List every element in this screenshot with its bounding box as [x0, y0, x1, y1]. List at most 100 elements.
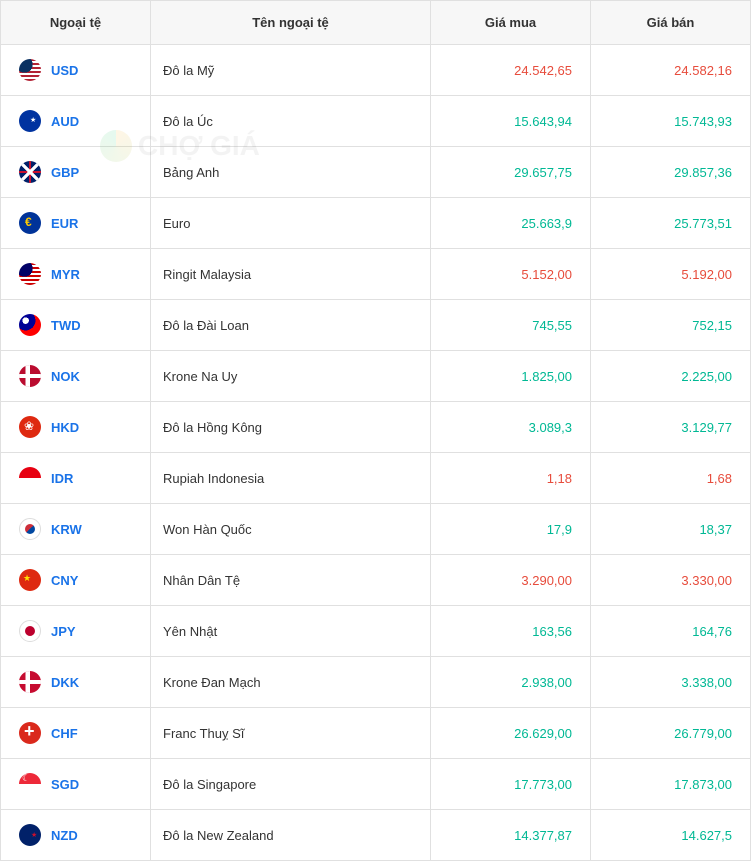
currency-name: Bảng Anh — [151, 147, 431, 198]
currency-name: Franc Thuỵ Sĩ — [151, 708, 431, 759]
currency-code-link[interactable]: SGD — [51, 777, 79, 792]
currency-name: Won Hàn Quốc — [151, 504, 431, 555]
buy-price: 14.377,87 — [431, 810, 591, 861]
currency-name: Nhân Dân Tệ — [151, 555, 431, 606]
currency-name: Đô la Úc — [151, 96, 431, 147]
sell-price: 29.857,36 — [591, 147, 751, 198]
buy-price: 15.643,94 — [431, 96, 591, 147]
header-name: Tên ngoại tệ — [151, 1, 431, 45]
table-row: TWDĐô la Đài Loan745,55752,15 — [1, 300, 751, 351]
cny-flag-icon — [19, 569, 41, 591]
currency-name: Krone Na Uy — [151, 351, 431, 402]
code-cell: TWD — [1, 300, 151, 351]
sell-price: 2.225,00 — [591, 351, 751, 402]
currency-name: Đô la Đài Loan — [151, 300, 431, 351]
sell-price: 14.627,5 — [591, 810, 751, 861]
currency-code-link[interactable]: USD — [51, 63, 78, 78]
currency-code-link[interactable]: KRW — [51, 522, 82, 537]
table-row: HKDĐô la Hồng Kông3.089,33.129,77 — [1, 402, 751, 453]
buy-price: 163,56 — [431, 606, 591, 657]
currency-code-link[interactable]: GBP — [51, 165, 79, 180]
sell-price: 1,68 — [591, 453, 751, 504]
header-buy: Giá mua — [431, 1, 591, 45]
sgd-flag-icon — [19, 773, 41, 795]
currency-name: Đô la Singapore — [151, 759, 431, 810]
sell-price: 24.582,16 — [591, 45, 751, 96]
header-code: Ngoại tệ — [1, 1, 151, 45]
header-sell: Giá bán — [591, 1, 751, 45]
code-cell: SGD — [1, 759, 151, 810]
currency-code-link[interactable]: NOK — [51, 369, 80, 384]
currency-code-link[interactable]: AUD — [51, 114, 79, 129]
chf-flag-icon — [19, 722, 41, 744]
jpy-flag-icon — [19, 620, 41, 642]
dkk-flag-icon — [19, 671, 41, 693]
currency-code-link[interactable]: CHF — [51, 726, 78, 741]
buy-price: 1,18 — [431, 453, 591, 504]
sell-price: 18,37 — [591, 504, 751, 555]
currency-name: Đô la Mỹ — [151, 45, 431, 96]
sell-price: 25.773,51 — [591, 198, 751, 249]
sell-price: 5.192,00 — [591, 249, 751, 300]
code-cell: JPY — [1, 606, 151, 657]
code-cell: AUD — [1, 96, 151, 147]
table-row: KRWWon Hàn Quốc17,918,37 — [1, 504, 751, 555]
currency-code-link[interactable]: IDR — [51, 471, 73, 486]
nok-flag-icon — [19, 365, 41, 387]
table-row: CNY Nhân Dân Tệ3.290,003.330,00 — [1, 555, 751, 606]
currency-code-link[interactable]: TWD — [51, 318, 81, 333]
buy-price: 2.938,00 — [431, 657, 591, 708]
sell-price: 3.330,00 — [591, 555, 751, 606]
currency-name: Đô la New Zealand — [151, 810, 431, 861]
buy-price: 5.152,00 — [431, 249, 591, 300]
nzd-flag-icon — [19, 824, 41, 846]
currency-name: Rupiah Indonesia — [151, 453, 431, 504]
table-row: NZD Đô la New Zealand14.377,8714.627,5 — [1, 810, 751, 861]
currency-code-link[interactable]: JPY — [51, 624, 76, 639]
gbp-flag-icon — [19, 161, 41, 183]
currency-code-link[interactable]: CNY — [51, 573, 78, 588]
currency-name: Euro — [151, 198, 431, 249]
table-row: AUD Đô la Úc15.643,9415.743,93 — [1, 96, 751, 147]
code-cell: NOK — [1, 351, 151, 402]
currency-name: Ringit Malaysia — [151, 249, 431, 300]
buy-price: 3.089,3 — [431, 402, 591, 453]
code-cell: CNY — [1, 555, 151, 606]
currency-code-link[interactable]: EUR — [51, 216, 78, 231]
code-cell: IDR — [1, 453, 151, 504]
buy-price: 25.663,9 — [431, 198, 591, 249]
sell-price: 17.873,00 — [591, 759, 751, 810]
table-row: USD Đô la Mỹ24.542,6524.582,16 — [1, 45, 751, 96]
code-cell: DKK — [1, 657, 151, 708]
hkd-flag-icon — [19, 416, 41, 438]
buy-price: 3.290,00 — [431, 555, 591, 606]
sell-price: 752,15 — [591, 300, 751, 351]
idr-flag-icon — [19, 467, 41, 489]
table-header-row: Ngoại tệ Tên ngoại tệ Giá mua Giá bán — [1, 1, 751, 45]
code-cell: GBP — [1, 147, 151, 198]
table-row: NOKKrone Na Uy1.825,002.225,00 — [1, 351, 751, 402]
code-cell: KRW — [1, 504, 151, 555]
table-row: MYR Ringit Malaysia5.152,005.192,00 — [1, 249, 751, 300]
currency-code-link[interactable]: MYR — [51, 267, 80, 282]
buy-price: 29.657,75 — [431, 147, 591, 198]
sell-price: 26.779,00 — [591, 708, 751, 759]
code-cell: USD — [1, 45, 151, 96]
buy-price: 24.542,65 — [431, 45, 591, 96]
currency-name: Yên Nhật — [151, 606, 431, 657]
krw-flag-icon — [19, 518, 41, 540]
currency-code-link[interactable]: HKD — [51, 420, 79, 435]
code-cell: HKD — [1, 402, 151, 453]
currency-table: Ngoại tệ Tên ngoại tệ Giá mua Giá bán US… — [0, 0, 751, 861]
currency-code-link[interactable]: NZD — [51, 828, 78, 843]
table-row: SGD Đô la Singapore17.773,0017.873,00 — [1, 759, 751, 810]
buy-price: 26.629,00 — [431, 708, 591, 759]
currency-code-link[interactable]: DKK — [51, 675, 79, 690]
usd-flag-icon — [19, 59, 41, 81]
sell-price: 15.743,93 — [591, 96, 751, 147]
table-row: IDR Rupiah Indonesia1,181,68 — [1, 453, 751, 504]
buy-price: 17.773,00 — [431, 759, 591, 810]
table-row: EUR Euro25.663,925.773,51 — [1, 198, 751, 249]
code-cell: CHF — [1, 708, 151, 759]
myr-flag-icon — [19, 263, 41, 285]
